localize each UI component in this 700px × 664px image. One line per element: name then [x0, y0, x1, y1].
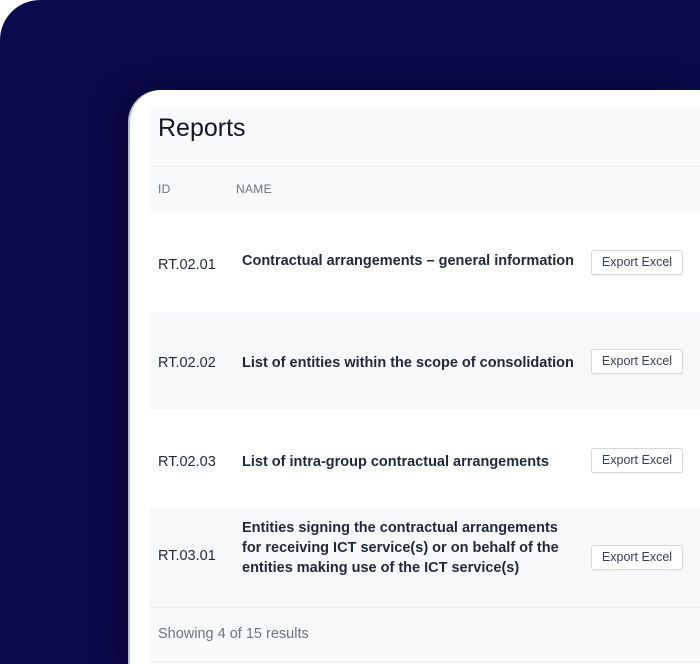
row-name: Contractual arrangements – general infor… [242, 253, 574, 269]
divider [150, 661, 700, 662]
export-excel-button[interactable]: Export Excel [591, 250, 683, 275]
table-row: RT.02.02 List of entities within the sco… [150, 312, 700, 410]
row-name: List of entities within the scope of con… [242, 355, 574, 371]
results-count: Showing 4 of 15 results [158, 626, 309, 642]
table-row: RT.03.01 Entities signing the contractua… [150, 508, 700, 608]
column-header-id: ID [158, 182, 171, 196]
row-id: RT.02.02 [158, 355, 216, 371]
export-excel-button[interactable]: Export Excel [591, 545, 683, 570]
table-row: RT.02.01 Contractual arrangements – gene… [150, 213, 700, 312]
export-excel-button[interactable]: Export Excel [591, 448, 683, 473]
row-id: RT.03.01 [158, 548, 216, 564]
table-row: RT.02.03 List of intra-group contractual… [150, 410, 700, 508]
page-title: Reports [158, 114, 246, 142]
row-id: RT.02.03 [158, 454, 216, 470]
row-name: List of intra-group contractual arrangem… [242, 454, 549, 470]
row-name: Entities signing the contractual arrange… [242, 520, 559, 576]
table-header: ID NAME [150, 166, 700, 214]
column-header-name: NAME [236, 182, 272, 196]
export-excel-button[interactable]: Export Excel [591, 349, 683, 374]
row-id: RT.02.01 [158, 257, 216, 273]
